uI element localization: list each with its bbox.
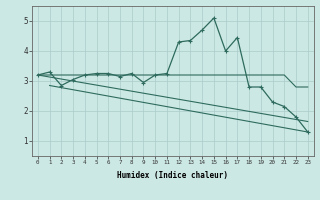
X-axis label: Humidex (Indice chaleur): Humidex (Indice chaleur): [117, 171, 228, 180]
